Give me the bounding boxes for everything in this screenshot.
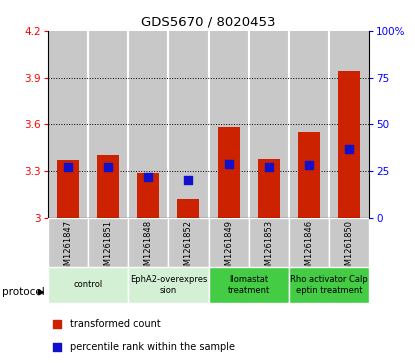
Point [54, 321, 61, 327]
Point [346, 146, 353, 151]
Text: GSM1261848: GSM1261848 [144, 220, 153, 276]
Bar [48, 267, 128, 303]
Bar [48, 218, 88, 267]
Point [145, 174, 151, 180]
Title: GDS5670 / 8020453: GDS5670 / 8020453 [141, 15, 276, 28]
Point [54, 344, 61, 350]
Bar [338, 72, 360, 218]
Bar [88, 218, 128, 267]
Bar [48, 31, 88, 218]
Bar [289, 267, 369, 303]
Point [64, 164, 71, 170]
Text: GSM1261846: GSM1261846 [305, 220, 314, 276]
Bar [249, 31, 289, 218]
Text: GSM1261847: GSM1261847 [63, 220, 72, 276]
Text: GSM1261853: GSM1261853 [264, 220, 273, 276]
Bar [128, 267, 209, 303]
Text: GSM1261849: GSM1261849 [224, 220, 233, 276]
Bar [258, 159, 280, 218]
Text: Rho activator Calp
eptin treatment: Rho activator Calp eptin treatment [290, 275, 368, 295]
Bar [329, 31, 369, 218]
Bar [249, 218, 289, 267]
Text: llomastat
treatment: llomastat treatment [227, 275, 270, 295]
Text: GSM1261851: GSM1261851 [103, 220, 112, 276]
Text: transformed count: transformed count [70, 319, 161, 329]
Bar [298, 132, 320, 218]
Point [306, 163, 312, 168]
Bar [128, 218, 168, 267]
Text: control: control [73, 281, 103, 289]
Bar [57, 160, 79, 218]
Bar [128, 31, 168, 218]
Text: GSM1261852: GSM1261852 [184, 220, 193, 276]
Bar [168, 218, 209, 267]
Bar [177, 199, 200, 218]
Bar [209, 267, 289, 303]
Bar [88, 31, 128, 218]
Text: protocol: protocol [2, 287, 45, 297]
Bar [289, 218, 329, 267]
Bar [217, 127, 240, 218]
Bar [289, 31, 329, 218]
Text: EphA2-overexpres
sion: EphA2-overexpres sion [129, 275, 207, 295]
Text: percentile rank within the sample: percentile rank within the sample [70, 342, 235, 352]
Point [185, 178, 192, 183]
Bar [209, 218, 249, 267]
Point [105, 164, 111, 170]
Bar [137, 173, 159, 218]
Bar [168, 31, 209, 218]
Bar [97, 155, 119, 218]
Bar [329, 218, 369, 267]
Text: GSM1261850: GSM1261850 [345, 220, 354, 276]
Point [266, 164, 272, 170]
Bar [209, 31, 249, 218]
Point [225, 161, 232, 167]
